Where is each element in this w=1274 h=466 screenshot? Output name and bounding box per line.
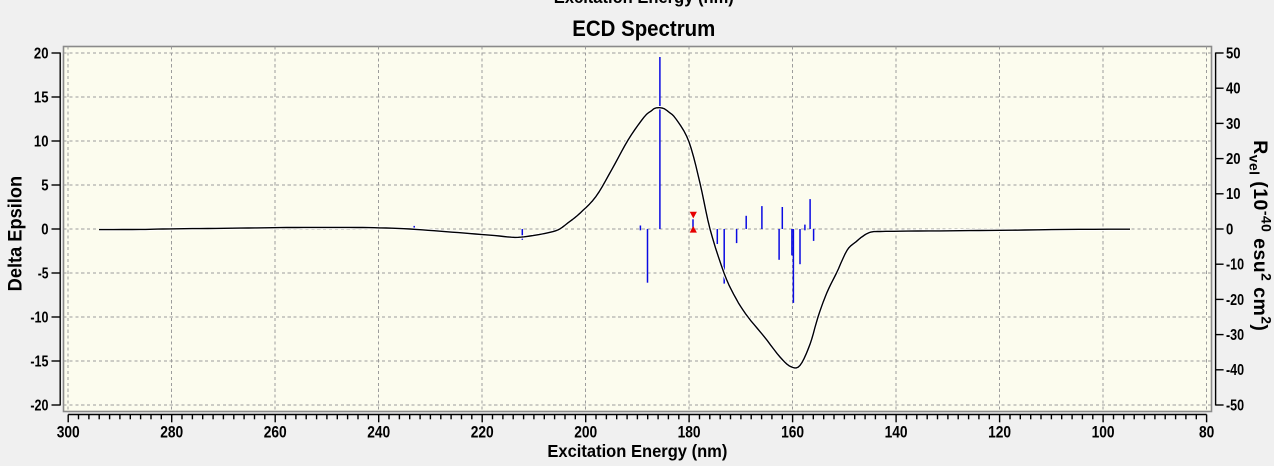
svg-text:240: 240: [367, 424, 390, 442]
svg-text:-20: -20: [1226, 292, 1244, 309]
svg-text:20: 20: [34, 45, 49, 62]
svg-text:260: 260: [264, 424, 287, 442]
svg-text:140: 140: [885, 424, 908, 442]
svg-text:50: 50: [1226, 45, 1241, 62]
svg-text:300: 300: [57, 424, 80, 442]
svg-text:5: 5: [41, 177, 49, 194]
svg-text:Delta Epsilon: Delta Epsilon: [6, 176, 27, 292]
svg-text:180: 180: [678, 424, 701, 442]
svg-text:-10: -10: [1226, 257, 1244, 274]
svg-text:100: 100: [1092, 424, 1115, 442]
svg-text:160: 160: [781, 424, 804, 442]
svg-text:10: 10: [34, 133, 49, 150]
svg-text:-15: -15: [30, 353, 48, 370]
svg-text:120: 120: [988, 424, 1011, 442]
svg-text:80: 80: [1199, 424, 1214, 442]
svg-text:10: 10: [1226, 186, 1241, 203]
svg-text:-5: -5: [38, 265, 49, 282]
svg-text:15: 15: [34, 89, 49, 106]
svg-text:20: 20: [1226, 151, 1241, 168]
svg-text:-20: -20: [30, 397, 48, 414]
svg-text:200: 200: [574, 424, 597, 442]
svg-text:Excitation Energy (nm): Excitation Energy (nm): [547, 441, 727, 461]
svg-text:Excitation Energy (nm): Excitation Energy (nm): [554, 0, 734, 7]
svg-text:-30: -30: [1226, 327, 1244, 344]
svg-text:ECD Spectrum: ECD Spectrum: [572, 16, 715, 41]
svg-text:0: 0: [41, 221, 48, 238]
svg-text:0: 0: [1226, 221, 1233, 238]
svg-text:220: 220: [471, 424, 494, 442]
svg-text:280: 280: [160, 424, 183, 442]
svg-text:-10: -10: [30, 309, 48, 326]
svg-text:-50: -50: [1226, 397, 1244, 414]
svg-text:-40: -40: [1226, 362, 1244, 379]
svg-text:30: 30: [1226, 116, 1241, 133]
svg-text:40: 40: [1226, 81, 1241, 98]
